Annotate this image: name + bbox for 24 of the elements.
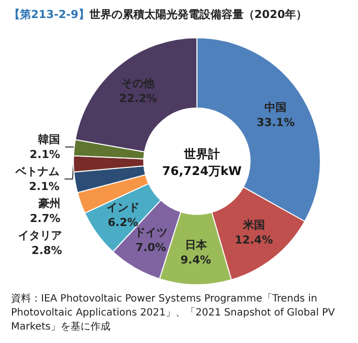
slice-label: 日本 <box>184 238 208 252</box>
data-label: 33.1% <box>256 116 295 129</box>
chart-title: 【第213-2-9】世界の累積太陽光発電設備容量（2020年） <box>9 8 308 21</box>
slice-label: インド <box>106 200 140 214</box>
text: 76,724万kW <box>162 164 242 178</box>
data-label: 6.2% <box>108 216 138 229</box>
text: 世界計 <box>182 147 220 162</box>
data-label: 2.1% <box>29 180 60 193</box>
data-label: 22.2% <box>119 92 158 106</box>
slice-label: 韓国 <box>38 133 60 146</box>
slice-label: イタリア <box>18 229 62 242</box>
data-label: 2.1% <box>30 148 60 161</box>
slice-label: ドイツ <box>134 226 168 240</box>
slice-label: その他 <box>122 77 156 90</box>
slice-label: 米国 <box>242 218 265 232</box>
text: 資料：IEA Photovoltaic Power Systems Programme「Trends in Photovoltaic Applications 2021」、「2021 Snapshot of Global PV Markets」を基に作成 <box>11 292 338 332</box>
data-label: 2.8% <box>32 244 62 257</box>
slice-label: 豪州 <box>37 197 60 210</box>
slice-label: ベトナム <box>14 165 60 178</box>
slice-label: 中国 <box>264 100 287 114</box>
data-label: 12.4% <box>234 234 273 247</box>
data-label: 9.4% <box>180 254 212 267</box>
data-label: 7.0% <box>136 241 166 254</box>
data-label: 2.7% <box>30 212 60 225</box>
